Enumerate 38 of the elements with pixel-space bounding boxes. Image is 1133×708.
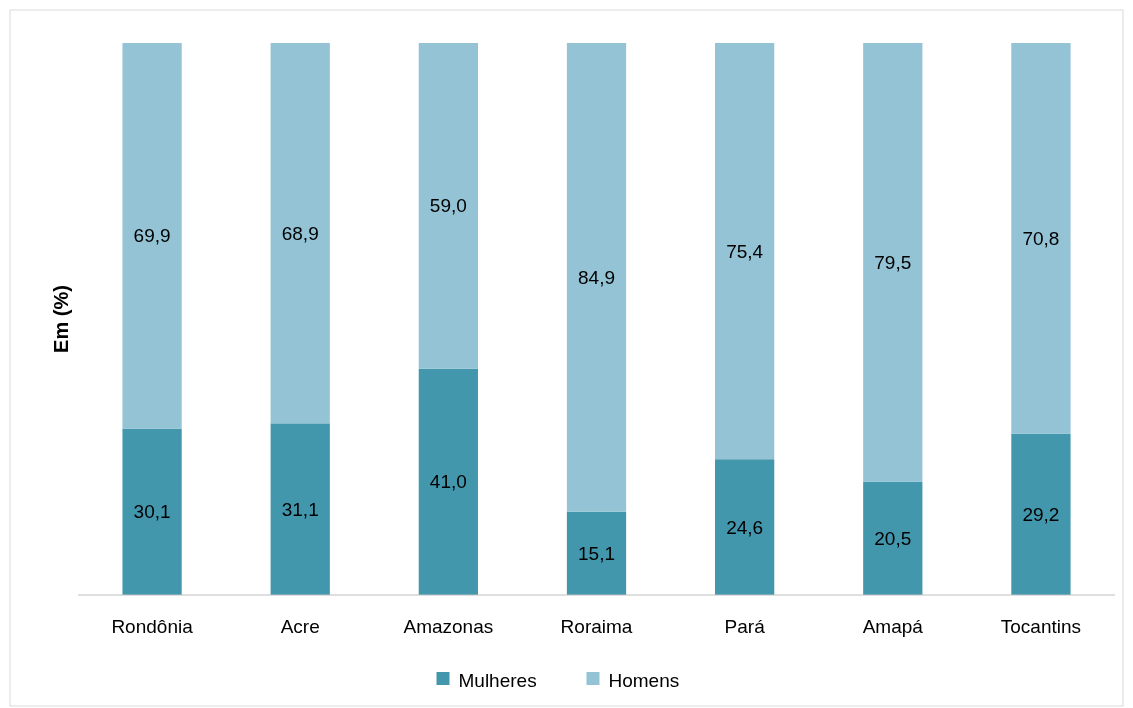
x-tick-label: Amazonas: [403, 616, 494, 637]
data-label: 29,2: [1022, 503, 1060, 525]
data-label: 70,8: [1022, 227, 1060, 249]
x-tick-label: Roraima: [560, 616, 633, 637]
data-label: 20,5: [874, 527, 912, 549]
x-tick-label: Rondônia: [111, 616, 194, 637]
bar: [122, 43, 182, 429]
bar: [418, 43, 478, 369]
bar: [122, 428, 182, 595]
data-label: 24,6: [726, 516, 764, 538]
bar: [715, 459, 775, 595]
data-label: 79,5: [874, 251, 912, 273]
x-tick-label: Tocantins: [1000, 616, 1082, 637]
bar: [863, 43, 923, 482]
data-label: 69,9: [133, 225, 171, 247]
bar: [566, 43, 627, 512]
bar: [418, 368, 478, 595]
x-tick-label: Acre: [280, 616, 320, 637]
data-label: 31,1: [281, 498, 319, 520]
bar: [566, 511, 627, 595]
bar: [715, 43, 775, 460]
data-label: 75,4: [726, 240, 764, 262]
data-label: 68,9: [281, 222, 319, 244]
data-label: 59,0: [429, 195, 467, 217]
data-label: 30,1: [133, 501, 171, 523]
data-label: 15,1: [578, 542, 615, 564]
bar: [863, 481, 923, 595]
y-axis-title: Em (%): [50, 285, 72, 353]
bar: [270, 43, 330, 424]
legend-label: Homens: [608, 669, 680, 691]
data-label: 84,9: [578, 266, 615, 288]
bar: [1011, 43, 1071, 434]
data-label: 41,0: [429, 471, 467, 493]
x-tick-label: Pará: [724, 616, 766, 637]
legend-label: Mulheres: [458, 669, 537, 691]
bar: [1011, 433, 1071, 595]
bar: [270, 423, 330, 595]
x-tick-label: Amapá: [862, 616, 924, 637]
